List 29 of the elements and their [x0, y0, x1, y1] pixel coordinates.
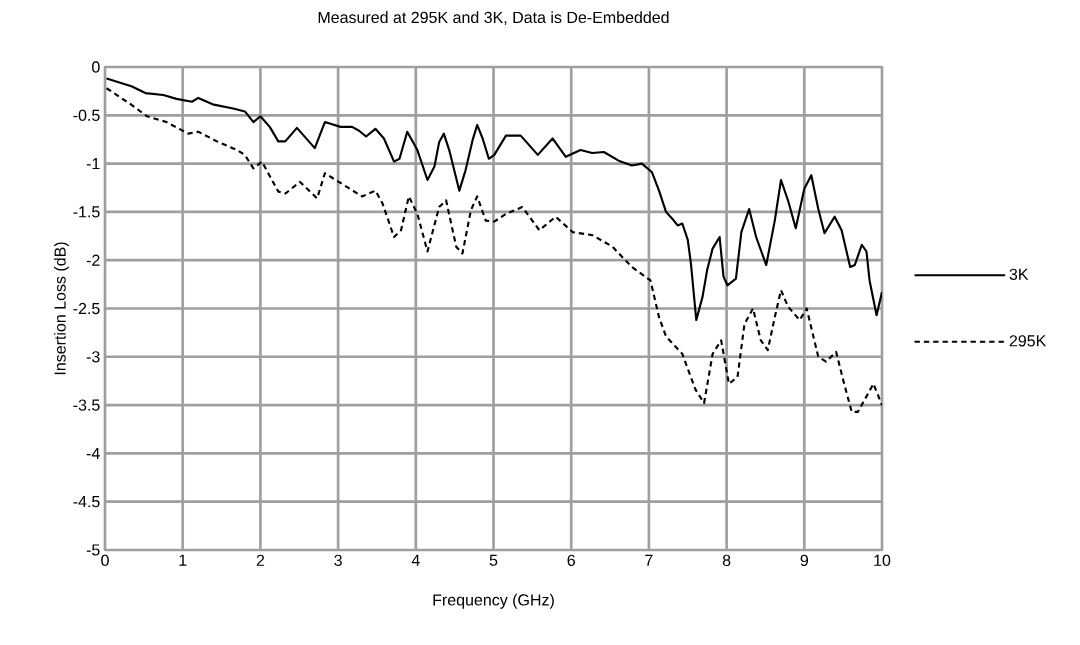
y-tick-label: -4 [86, 447, 100, 459]
x-tick-label: 0 [101, 554, 109, 567]
y-tick-label: -3 [86, 351, 100, 363]
y-tick-label: -2.5 [73, 302, 100, 315]
line-series [105, 87, 882, 413]
x-tick-label: 3 [334, 554, 342, 567]
y-tick-label: -3.5 [73, 399, 100, 411]
y-axis-title: Insertion Loss (dB) [54, 242, 69, 375]
y-tick-label: 0 [92, 61, 100, 73]
x-tick-label: 6 [567, 554, 575, 567]
line-series [105, 77, 882, 322]
y-tick-label: -0.5 [73, 109, 100, 121]
y-tick-label: -1 [86, 158, 100, 170]
chart-title: Measured at 295K and 3K, Data is De-Embedded [318, 11, 669, 25]
x-tick-label: 10 [874, 554, 891, 567]
y-tick-label: -5 [86, 544, 100, 556]
x-axis-title: Frequency (GHz) [433, 593, 554, 609]
x-tick-label: 7 [645, 554, 653, 566]
x-tick-label: 4 [411, 554, 420, 566]
x-tick-label: 8 [722, 554, 731, 567]
x-tick-label: 5 [489, 554, 498, 566]
x-tick-label: 1 [179, 554, 187, 566]
y-tick-label: -2 [86, 254, 100, 266]
y-tick-label: -4.5 [73, 496, 100, 508]
text: 295K [1009, 335, 1047, 347]
x-tick-label: 2 [256, 554, 265, 566]
y-tick-label: -1.5 [73, 206, 100, 218]
text: 3K [1009, 268, 1029, 280]
x-tick-label: 9 [800, 554, 808, 567]
